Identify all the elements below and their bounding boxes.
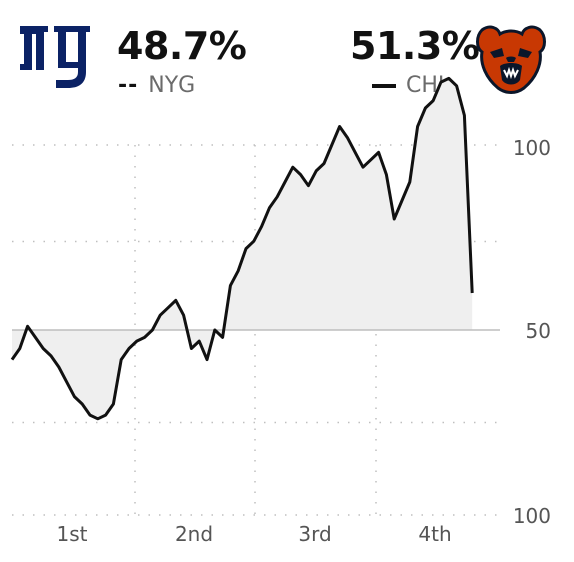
away-team-abbr: NYG (148, 73, 196, 98)
x-tick-label: 4th (418, 522, 451, 546)
dashed-line-legend-key: -- (118, 73, 139, 98)
home-win-probability: 51.3% (350, 24, 480, 68)
x-tick-label: 1st (57, 522, 88, 546)
solid-line-legend-key (372, 84, 396, 88)
y-tick-label: 50 (526, 319, 551, 343)
giants-ny-logo-icon (18, 20, 92, 90)
away-legend: -- NYG (118, 72, 195, 100)
chart-tick-labels: 1st 2nd 3rd 4th 100 50 100 (57, 136, 552, 546)
chart-line-series (10, 76, 474, 421)
away-win-probability: 48.7% (117, 24, 247, 68)
y-tick-label: 100 (513, 136, 551, 160)
x-tick-label: 2nd (175, 522, 213, 546)
bears-head-logo-icon (474, 22, 548, 98)
y-tick-label: 100 (513, 504, 551, 528)
chart-fill-area (12, 78, 473, 419)
x-tick-label: 3rd (298, 522, 331, 546)
game-header: 48.7% -- NYG 51.3% CHI (0, 0, 574, 110)
